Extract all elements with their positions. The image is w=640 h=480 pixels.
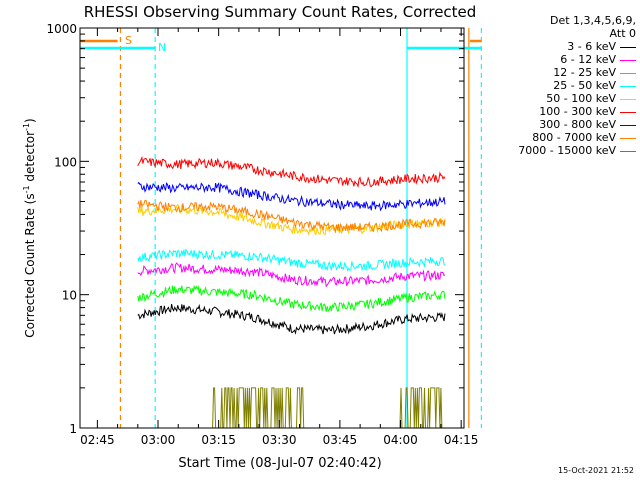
- legend-entry: 50 - 100 keV: [478, 92, 636, 105]
- legend-entry: 7000 - 15000 keV: [478, 144, 636, 157]
- y-axis-label-sup: -1: [22, 123, 31, 131]
- legend-header-2: Att 0: [609, 27, 636, 40]
- legend-entry: 12 - 25 keV: [478, 66, 636, 79]
- legend-label: 6 - 12 keV: [560, 53, 616, 66]
- x-tick-label: 03:30: [262, 433, 297, 447]
- legend-entry: 25 - 50 keV: [478, 79, 636, 92]
- legend-label: 800 - 7000 keV: [532, 131, 616, 144]
- x-tick-label: 04:15: [444, 433, 479, 447]
- legend-entry: 100 - 300 keV: [478, 105, 636, 118]
- series-line: [137, 262, 446, 288]
- annotation-s: S: [125, 34, 132, 47]
- y-tick-label: 1000: [46, 22, 77, 36]
- legend-label: 7000 - 15000 keV: [518, 144, 616, 157]
- series-line: [137, 181, 446, 212]
- x-tick-label: 04:00: [383, 433, 418, 447]
- legend-label: 300 - 800 keV: [539, 118, 616, 131]
- y-axis-label-part: detector: [23, 131, 37, 186]
- legend-entry: 3 - 6 keV: [478, 40, 636, 53]
- legend-entry: 300 - 800 keV: [478, 118, 636, 131]
- series-line: [137, 203, 446, 236]
- y-axis-label-part: Corrected Count Rate (s: [23, 193, 37, 337]
- x-tick-label: 03:15: [201, 433, 236, 447]
- legend-swatch: [620, 137, 636, 139]
- legend-swatch: [620, 124, 636, 126]
- legend-entry: 800 - 7000 keV: [478, 131, 636, 144]
- timestamp: 15-Oct-2021 21:52: [558, 466, 634, 475]
- legend-label: 100 - 300 keV: [539, 105, 616, 118]
- series-line: [137, 248, 446, 272]
- chart-title: RHESSI Observing Summary Count Rates, Co…: [84, 3, 477, 21]
- legend-label: 50 - 100 keV: [546, 92, 616, 105]
- axes: 02:45 03:00 03:15 03:30 03:45 04:00 04:15 1 10 10…: [46, 22, 478, 447]
- legend-entry: 6 - 12 keV: [478, 53, 636, 66]
- series-line: [137, 284, 446, 312]
- y-axis-label: Corrected Count Rate (s-1 detector-1): [22, 118, 37, 337]
- legend-label: 12 - 25 keV: [553, 66, 616, 79]
- y-tick-label: 100: [54, 155, 77, 169]
- series-line: [137, 199, 446, 233]
- y-axis-label-sup: -1: [22, 185, 31, 193]
- legend-swatch: [620, 59, 636, 61]
- legend-swatch: [620, 150, 636, 152]
- y-tick-label: 1: [69, 422, 77, 436]
- series-line: [137, 303, 446, 335]
- legend-label: 3 - 6 keV: [567, 40, 616, 53]
- series-line: [137, 387, 445, 429]
- annotation-n: N: [158, 41, 166, 54]
- x-tick-label: 03:00: [141, 433, 176, 447]
- legend-label: 25 - 50 keV: [553, 79, 616, 92]
- legend-swatch: [620, 46, 636, 48]
- legend-swatch: [620, 85, 636, 87]
- legend-swatch: [620, 98, 636, 100]
- x-axis-label: Start Time (08-Jul-07 02:40:42): [178, 456, 381, 471]
- chart-marks: [80, 28, 482, 429]
- x-tick-label: 03:45: [323, 433, 358, 447]
- y-axis-label-part: ): [23, 118, 37, 123]
- legend: Det 1,3,4,5,6,9, Att 0 3 - 6 keV 6 - 12 k…: [478, 14, 636, 157]
- legend-header-1: Det 1,3,4,5,6,9,: [549, 14, 636, 27]
- legend-swatch: [620, 111, 636, 113]
- plot-frame: [79, 27, 465, 429]
- series-line: [137, 155, 446, 189]
- legend-swatch: [620, 72, 636, 74]
- x-tick-label: 02:45: [80, 433, 115, 447]
- y-tick-label: 10: [62, 289, 77, 303]
- legend-entries: 3 - 6 keV 6 - 12 keV 12 - 25 keV 25 - 50 ke…: [478, 40, 636, 157]
